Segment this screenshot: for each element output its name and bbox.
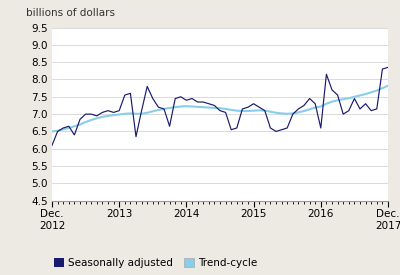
Legend: Seasonally adjusted, Trend-cycle: Seasonally adjusted, Trend-cycle	[54, 258, 258, 268]
Text: billions of dollars: billions of dollars	[26, 8, 115, 18]
